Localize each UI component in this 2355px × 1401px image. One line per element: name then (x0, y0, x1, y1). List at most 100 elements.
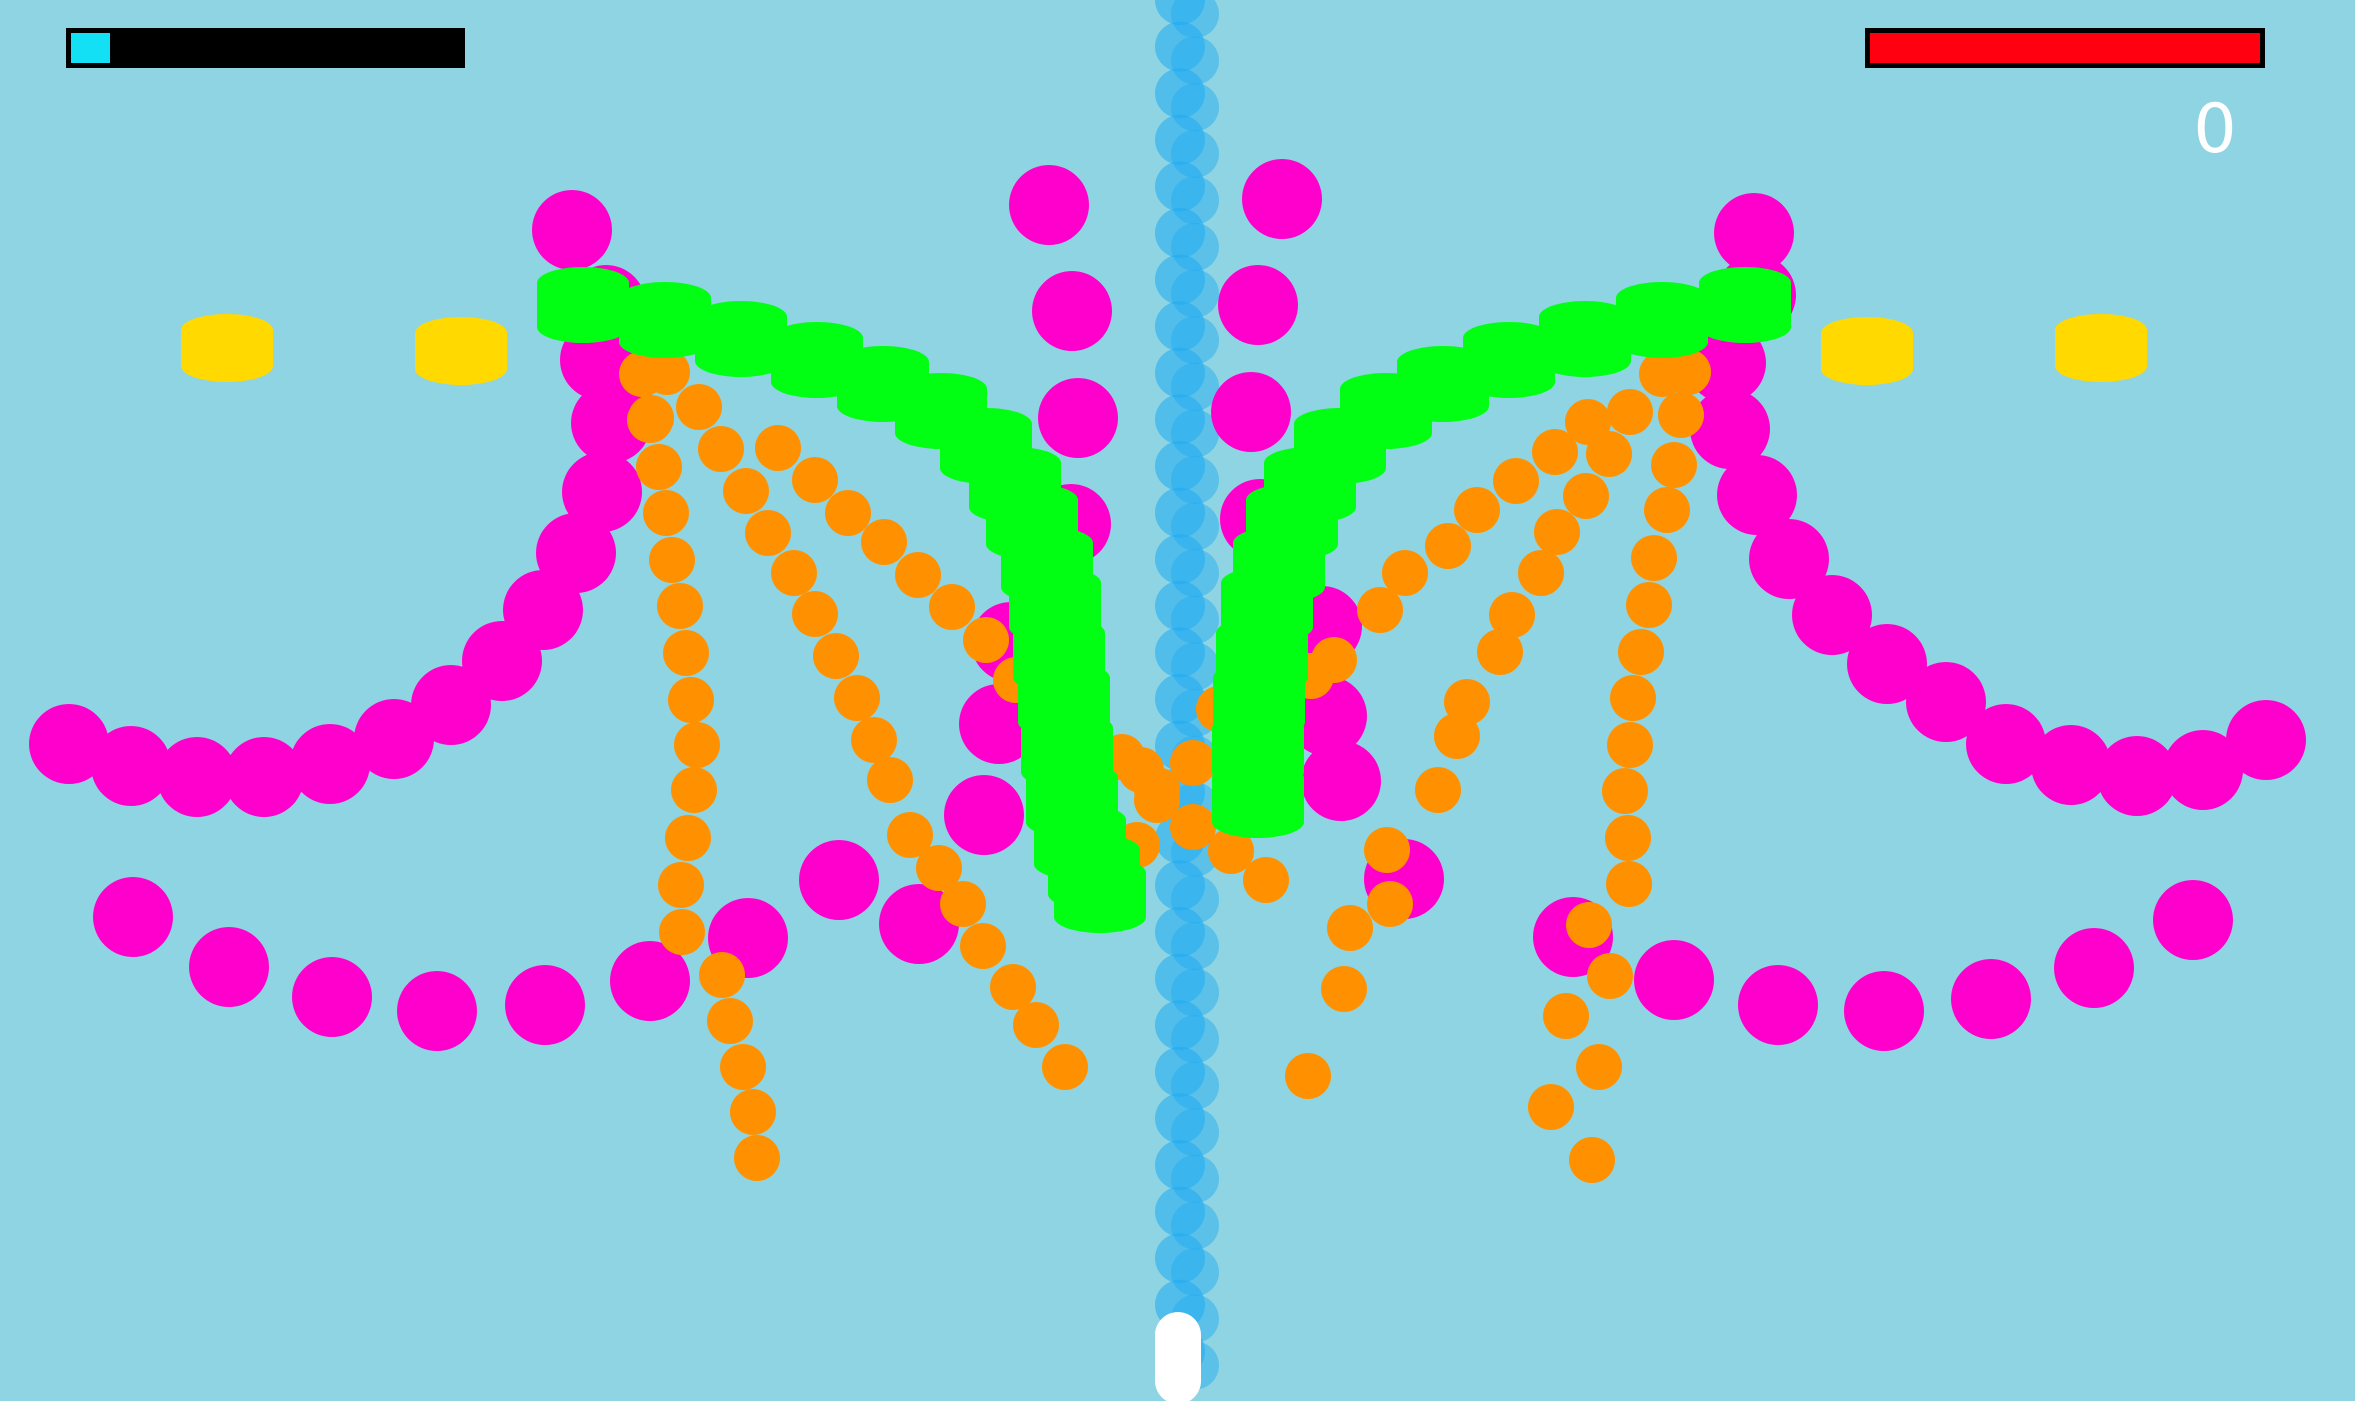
enemy-bullet (1658, 392, 1704, 438)
player-bullet (1155, 907, 1205, 957)
enemy-bullet (1321, 966, 1367, 1012)
enemy-bullet (867, 757, 913, 803)
enemy-bullet (1565, 399, 1611, 445)
player-bullet (1155, 347, 1205, 398)
boss-segment (619, 282, 711, 358)
enemy-orb (1792, 575, 1872, 655)
enemy-bullet (1327, 905, 1373, 951)
coin-pickup (415, 317, 507, 385)
enemy-bullet (1170, 740, 1216, 786)
enemy-orb (799, 840, 879, 920)
player-bullet (1155, 301, 1205, 352)
enemy-bullet (699, 952, 745, 998)
enemy-orb (2163, 730, 2243, 810)
enemy-orb (1738, 965, 1818, 1045)
player-bullet (1155, 68, 1205, 119)
enemy-bullet (1607, 389, 1653, 435)
enemy-bullet (1618, 629, 1664, 675)
enemy-bullet (658, 862, 704, 908)
enemy-orb (189, 927, 269, 1007)
enemy-bullet (1170, 804, 1216, 850)
enemy-bullet (1532, 429, 1578, 475)
enemy-bullet (771, 550, 817, 596)
enemy-bullet (1606, 861, 1652, 907)
enemy-orb (1218, 265, 1298, 345)
boss-segment (1616, 282, 1708, 358)
enemy-orb (2031, 725, 2111, 805)
boss-segment (1539, 301, 1631, 377)
enemy-bullet (730, 1089, 776, 1135)
enemy-bullet (1534, 509, 1580, 555)
boss-segment (1054, 857, 1146, 933)
enemy-orb (532, 190, 612, 270)
enemy-bullet (960, 923, 1006, 969)
enemy-bullet (834, 675, 880, 721)
enemy-bullet (663, 630, 709, 676)
coin-pickup (1821, 317, 1913, 385)
player-energy-fill (71, 33, 110, 63)
boss-serpent (537, 267, 1791, 933)
enemy-bullet (707, 998, 753, 1044)
enemy-orb (1038, 378, 1118, 458)
enemy-bullet (940, 881, 986, 927)
player-ship (1155, 1312, 1201, 1401)
enemy-bullet (861, 519, 907, 565)
enemy-bullet (643, 490, 689, 536)
player-bullet (1155, 1140, 1205, 1190)
enemy-orb (1966, 704, 2046, 784)
player-energy-bar (66, 28, 465, 68)
enemy-bullet (720, 1044, 766, 1090)
enemy-bullet (1285, 1053, 1331, 1099)
player-bullet (1155, 441, 1205, 491)
enemy-bullet (723, 468, 769, 514)
boss-segment (1212, 762, 1304, 838)
player-bullet (1155, 254, 1205, 305)
enemy-bullet (1528, 1084, 1574, 1130)
enemy-bullet (1243, 857, 1289, 903)
enemy-bullet (1518, 550, 1564, 596)
enemy-bullet (1563, 473, 1609, 519)
enemy-bullet (698, 426, 744, 472)
enemy-bullet (674, 722, 720, 768)
enemy-bullet (1477, 629, 1523, 675)
enemy-bullet (628, 395, 674, 441)
enemy-orb (2226, 700, 2306, 780)
enemy-bullet (1610, 675, 1656, 721)
boss-segment (695, 301, 787, 377)
enemy-orb (1032, 271, 1112, 351)
boss-health-bar (1865, 28, 2265, 68)
player-bullet (1155, 627, 1205, 678)
enemy-bullet (649, 537, 695, 583)
enemy-orb (944, 775, 1024, 855)
enemy-orb (571, 383, 651, 463)
player-bullet (1155, 1186, 1205, 1237)
enemy-bullet (1382, 550, 1428, 596)
enemy-orb (1009, 165, 1089, 245)
enemy-bullet (1425, 523, 1471, 569)
enemy-bullet (1543, 993, 1589, 1039)
enemy-bullet (1489, 592, 1535, 638)
player-bullet (1155, 208, 1205, 258)
enemy-bullet (1434, 713, 1480, 759)
coin-row (181, 314, 2147, 385)
enemy-bullet (755, 425, 801, 471)
enemy-bullet (825, 490, 871, 536)
enemy-orb (91, 726, 171, 806)
player-bullet (1155, 860, 1205, 911)
player-bullet (1155, 0, 1205, 25)
score-counter: 0 (2193, 90, 2237, 169)
enemy-orb (1906, 662, 1986, 742)
enemy-bullet (813, 633, 859, 679)
boss-segment (1699, 267, 1791, 343)
enemy-bullet (1566, 902, 1612, 948)
enemy-orb (1211, 372, 1291, 452)
enemy-bullet (1367, 881, 1413, 927)
player-bullet (1155, 953, 1205, 1004)
enemy-bullet (676, 384, 722, 430)
enemy-bullet (636, 444, 682, 490)
enemy-bullet (734, 1135, 780, 1181)
player-bullet (1155, 1233, 1205, 1284)
player-bullet (1155, 1046, 1205, 1097)
player-bullet (1155, 1093, 1205, 1144)
